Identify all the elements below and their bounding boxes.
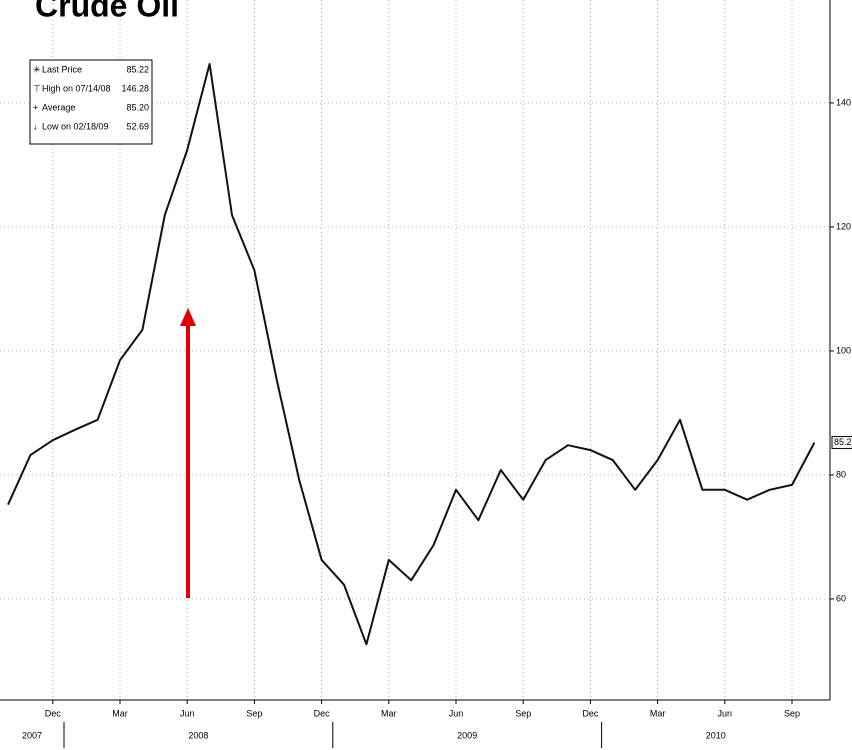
last-price-box: [831, 436, 852, 450]
x-tick-label: Dec: [314, 708, 331, 718]
y-tick-label: 60: [836, 593, 846, 603]
x-tick-label: Mar: [381, 708, 397, 718]
legend-value: 146.28: [121, 83, 149, 93]
legend-label: Last Price: [42, 64, 82, 74]
x-tick-label: Sep: [515, 708, 531, 718]
x-tick-label: Sep: [246, 708, 262, 718]
legend-box: [29, 59, 153, 145]
x-tick-label: Mar: [112, 708, 128, 718]
legend-symbol: ↓: [33, 121, 38, 131]
year-label: 2008: [188, 730, 208, 740]
last-price-label: 85.22: [834, 437, 852, 447]
x-tick-label: Jun: [449, 708, 464, 718]
legend: ✳ Last Price 85.22 ⊤ High on 07/14/08 146.28 +…: [29, 59, 153, 145]
legend-value: 85.20: [126, 102, 149, 112]
legend-value: 52.69: [126, 121, 149, 131]
legend-symbol: ✳: [33, 64, 41, 74]
chart-title: Crude Oil: [35, 0, 179, 23]
year-label: 2009: [457, 730, 477, 740]
x-tick-label: Sep: [784, 708, 800, 718]
legend-label: Average: [42, 102, 75, 112]
x-tick-label: Mar: [650, 708, 666, 718]
year-label: 2010: [706, 730, 726, 740]
x-tick-label: Jun: [718, 708, 733, 718]
price-line: [7, 63, 816, 646]
x-tick-label: Jun: [180, 708, 195, 718]
legend-label: Low on 02/18/09: [42, 121, 109, 131]
legend-value: 85.22: [126, 64, 149, 74]
y-tick-label: 80: [836, 469, 846, 479]
y-tick-label: 120: [836, 221, 851, 231]
year-label: 2007: [22, 730, 42, 740]
legend-label: High on 07/14/08: [42, 83, 111, 93]
legend-symbol: +: [33, 102, 38, 112]
y-tick-label: 100: [836, 345, 851, 355]
legend-symbol: ⊤: [33, 83, 41, 93]
x-tick-label: Dec: [45, 708, 62, 718]
x-tick-label: Dec: [582, 708, 599, 718]
arrow-head: [180, 308, 196, 326]
y-tick-label: 140: [836, 97, 851, 107]
